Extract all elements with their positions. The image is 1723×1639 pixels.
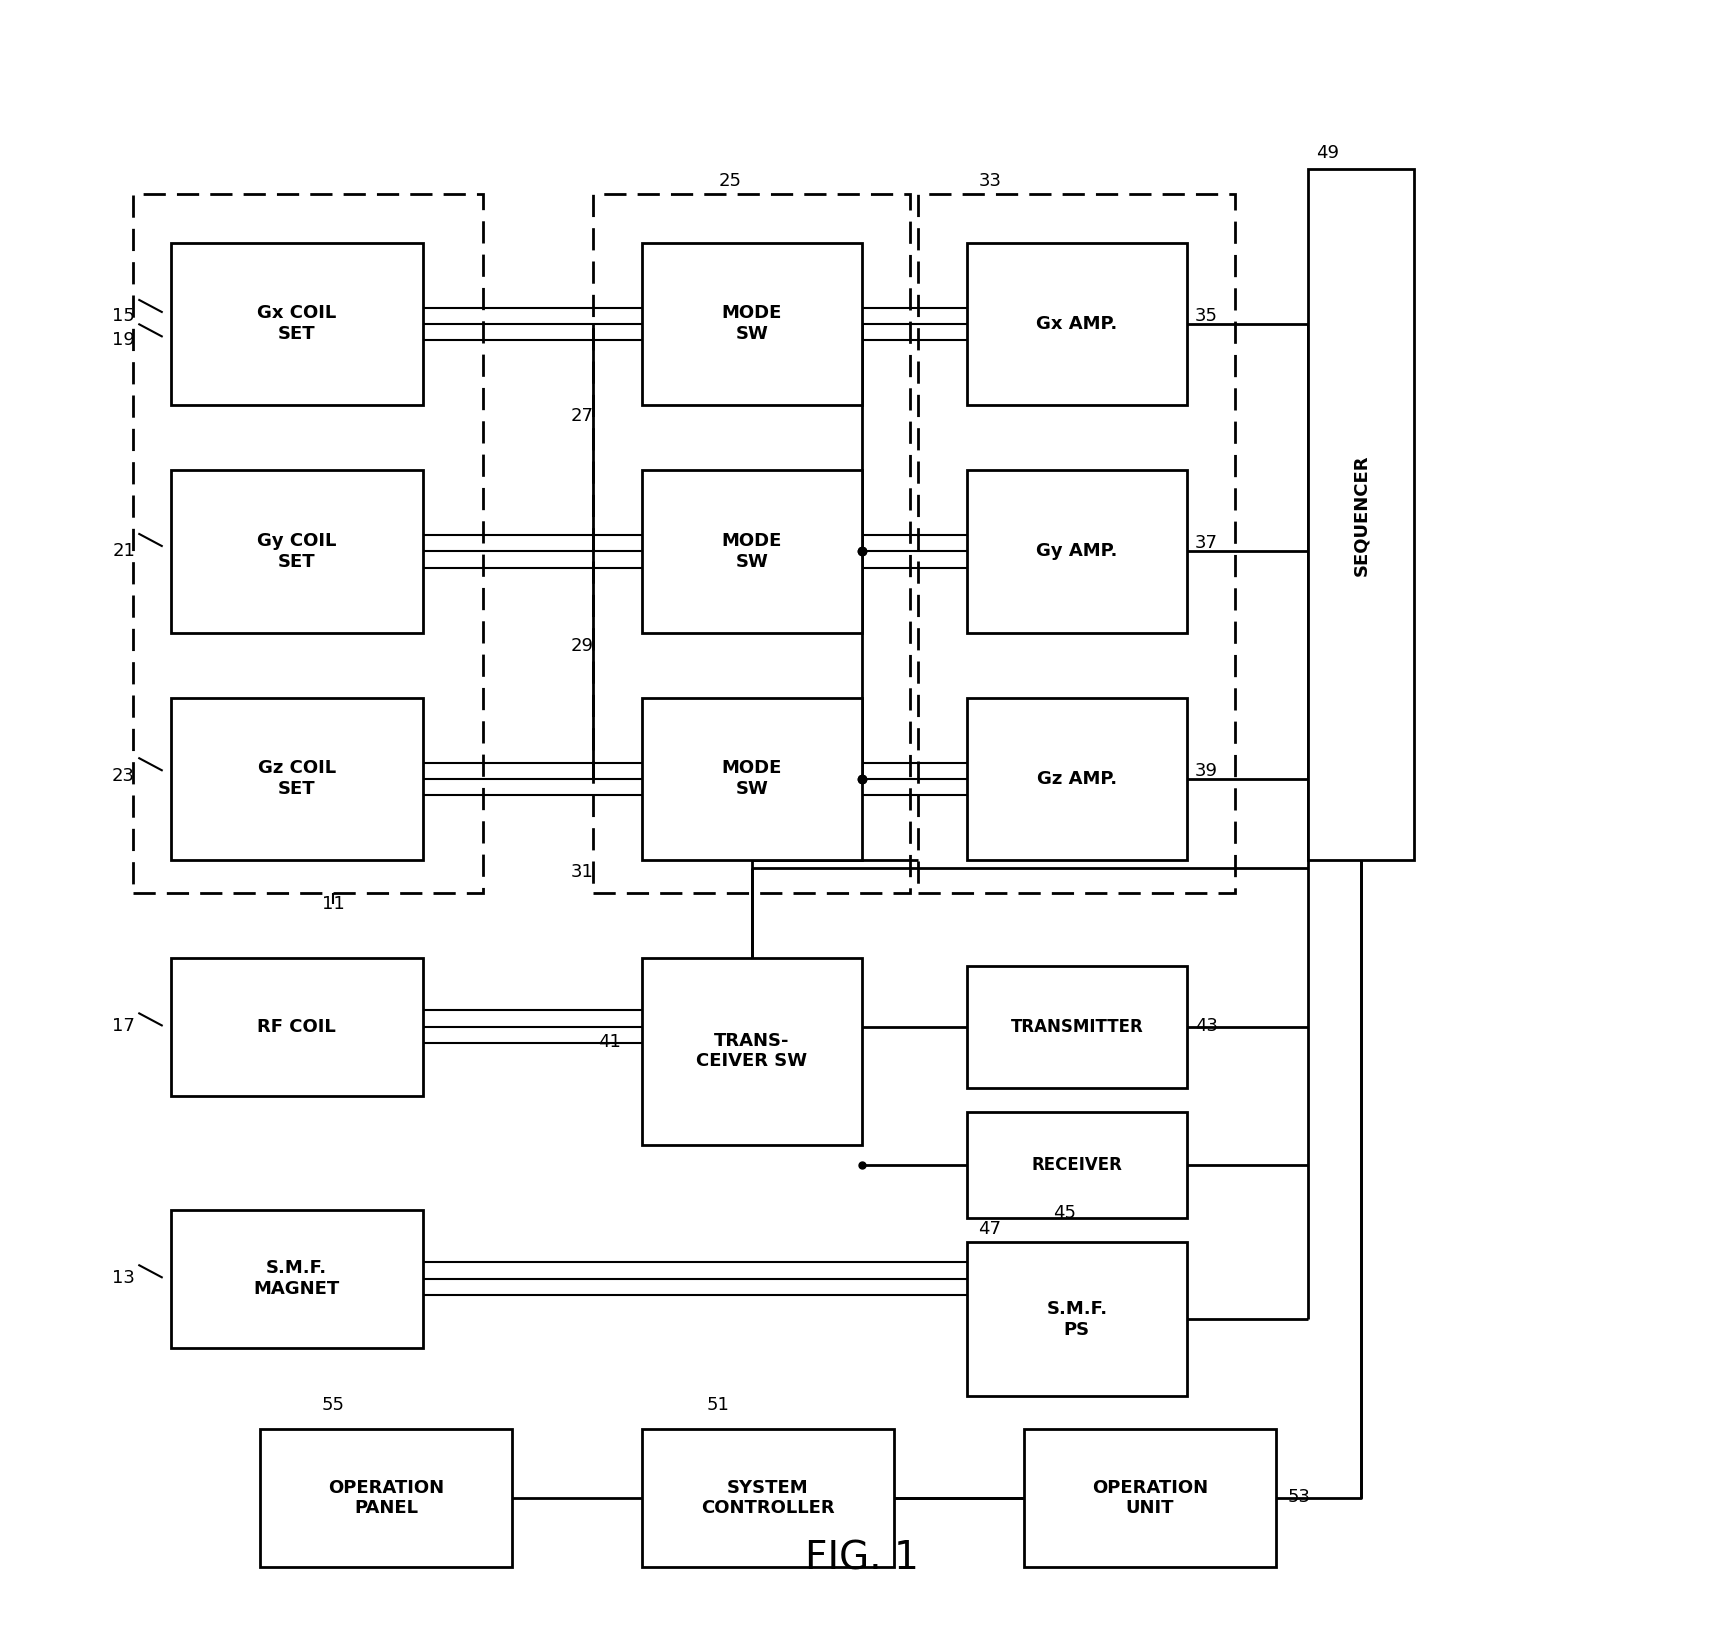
FancyBboxPatch shape bbox=[171, 698, 422, 860]
Text: MODE
SW: MODE SW bbox=[722, 305, 782, 343]
FancyBboxPatch shape bbox=[643, 243, 862, 405]
FancyBboxPatch shape bbox=[643, 470, 862, 633]
FancyBboxPatch shape bbox=[171, 957, 422, 1096]
FancyBboxPatch shape bbox=[171, 470, 422, 633]
Text: 21: 21 bbox=[112, 543, 134, 561]
Text: 51: 51 bbox=[706, 1395, 731, 1413]
FancyBboxPatch shape bbox=[967, 1111, 1187, 1218]
Text: 43: 43 bbox=[1194, 1016, 1218, 1034]
Text: 23: 23 bbox=[112, 767, 134, 785]
Text: 39: 39 bbox=[1194, 762, 1218, 780]
Text: MODE
SW: MODE SW bbox=[722, 533, 782, 570]
Text: TRANS-
CEIVER SW: TRANS- CEIVER SW bbox=[696, 1031, 808, 1070]
Text: Gz COIL
SET: Gz COIL SET bbox=[258, 759, 336, 798]
Text: Gy COIL
SET: Gy COIL SET bbox=[257, 533, 336, 570]
Text: 41: 41 bbox=[598, 1033, 620, 1051]
Text: 15: 15 bbox=[112, 306, 134, 325]
Text: Gx COIL
SET: Gx COIL SET bbox=[257, 305, 336, 343]
Text: 31: 31 bbox=[570, 862, 593, 880]
FancyBboxPatch shape bbox=[967, 470, 1187, 633]
Text: FIG. 1: FIG. 1 bbox=[805, 1541, 918, 1578]
FancyBboxPatch shape bbox=[171, 243, 422, 405]
Text: 47: 47 bbox=[979, 1219, 1001, 1237]
Text: 11: 11 bbox=[322, 895, 345, 913]
FancyBboxPatch shape bbox=[171, 1210, 422, 1347]
FancyBboxPatch shape bbox=[643, 698, 862, 860]
FancyBboxPatch shape bbox=[967, 243, 1187, 405]
Text: 37: 37 bbox=[1194, 534, 1218, 552]
Text: MODE
SW: MODE SW bbox=[722, 759, 782, 798]
FancyBboxPatch shape bbox=[1023, 1429, 1277, 1567]
Text: 13: 13 bbox=[112, 1269, 134, 1287]
Text: 49: 49 bbox=[1316, 144, 1339, 162]
Text: 33: 33 bbox=[979, 172, 1001, 190]
Text: TRANSMITTER: TRANSMITTER bbox=[1010, 1018, 1142, 1036]
Text: 17: 17 bbox=[112, 1016, 134, 1034]
Text: RECEIVER: RECEIVER bbox=[1032, 1155, 1122, 1174]
Text: SYSTEM
CONTROLLER: SYSTEM CONTROLLER bbox=[701, 1478, 836, 1518]
Text: Gz AMP.: Gz AMP. bbox=[1037, 770, 1117, 788]
Text: 35: 35 bbox=[1194, 306, 1218, 325]
Text: 45: 45 bbox=[1053, 1203, 1077, 1221]
FancyBboxPatch shape bbox=[643, 957, 862, 1144]
Text: Gx AMP.: Gx AMP. bbox=[1036, 315, 1118, 333]
FancyBboxPatch shape bbox=[643, 1429, 894, 1567]
FancyBboxPatch shape bbox=[1308, 169, 1415, 860]
Text: 19: 19 bbox=[112, 331, 134, 349]
Text: 25: 25 bbox=[718, 172, 741, 190]
Text: 55: 55 bbox=[322, 1395, 345, 1413]
Text: RF COIL: RF COIL bbox=[257, 1018, 336, 1036]
Text: 27: 27 bbox=[570, 408, 593, 426]
FancyBboxPatch shape bbox=[967, 698, 1187, 860]
Text: S.M.F.
PS: S.M.F. PS bbox=[1046, 1300, 1108, 1339]
Text: S.M.F.
MAGNET: S.M.F. MAGNET bbox=[253, 1259, 339, 1298]
Text: OPERATION
UNIT: OPERATION UNIT bbox=[1092, 1478, 1208, 1518]
FancyBboxPatch shape bbox=[967, 965, 1187, 1088]
Text: 29: 29 bbox=[570, 636, 593, 654]
Text: OPERATION
PANEL: OPERATION PANEL bbox=[327, 1478, 445, 1518]
Text: Gy AMP.: Gy AMP. bbox=[1036, 543, 1118, 561]
FancyBboxPatch shape bbox=[260, 1429, 512, 1567]
FancyBboxPatch shape bbox=[967, 1242, 1187, 1396]
Text: 53: 53 bbox=[1287, 1488, 1309, 1506]
Text: SEQUENCER: SEQUENCER bbox=[1353, 454, 1370, 575]
